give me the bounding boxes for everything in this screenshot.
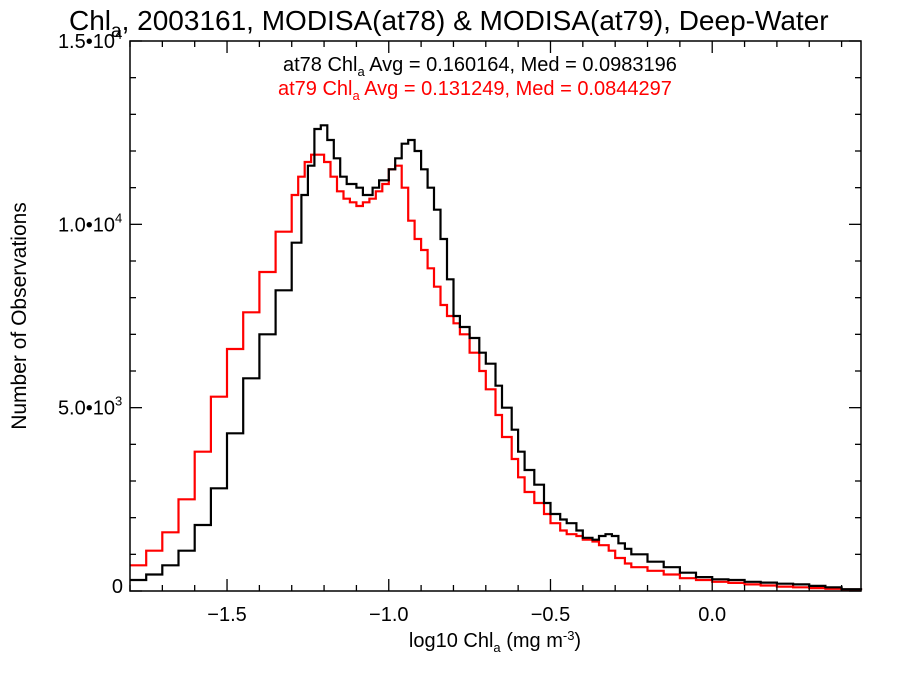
tick-layer: −1.5 −1.0 −0.5 0.005.0•10 31.0•10 41.5•10 4 (58, 27, 861, 626)
legend-entry-at78: at78 Chla Avg = 0.160164, Med = 0.098319… (283, 54, 677, 79)
y-tick-label: 1.5•10 (58, 31, 115, 53)
y-axis-label: Number of Observations (8, 202, 31, 430)
y-tick-exponent: 3 (115, 394, 122, 409)
y-tick-label: 1.0•10 (58, 214, 115, 236)
legend-entry-at79: at79 Chla Avg = 0.131249, Med = 0.084429… (278, 78, 672, 103)
y-tick-exponent: 4 (115, 210, 122, 225)
y-tick-label: 0 (112, 576, 123, 598)
series-line-at78 (130, 124, 863, 591)
legend: at78 Chla Avg = 0.160164, Med = 0.098319… (278, 54, 677, 103)
y-tick-label: 5.0•10 (58, 398, 115, 420)
y-tick-exponent: 4 (115, 27, 122, 42)
plot-frame (129, 40, 862, 592)
series-line-at79 (130, 153, 863, 591)
x-axis-label: log10 Chla (mg m-3) (409, 628, 581, 655)
series-layer (130, 124, 863, 591)
x-tick-label: −0.5 (531, 604, 570, 626)
x-tick-label: −1.5 (207, 604, 246, 626)
chart-title: Chla, 2003161, MODISA(at78) & MODISA(at7… (69, 5, 829, 42)
x-tick-label: 0.0 (698, 604, 726, 626)
x-tick-label: −1.0 (369, 604, 408, 626)
